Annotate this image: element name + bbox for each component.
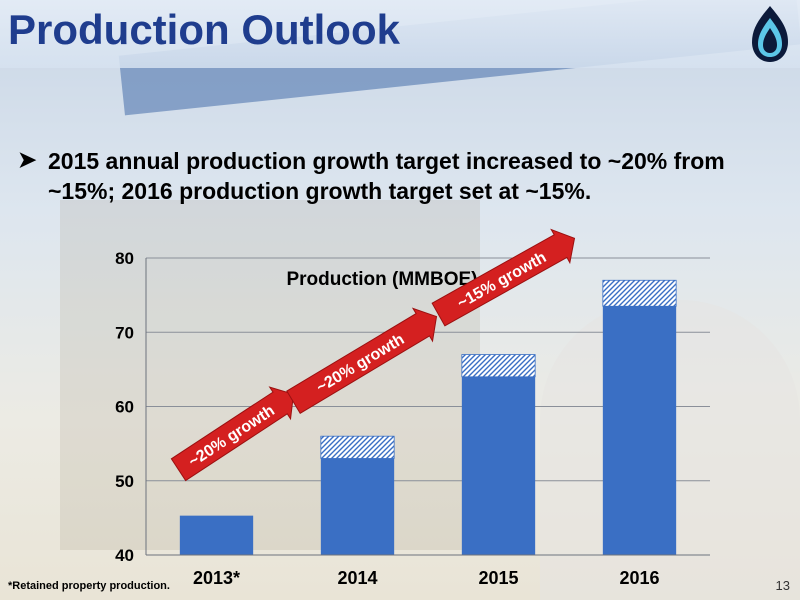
growth-label: ~20% growth <box>314 331 408 397</box>
y-tick-label: 60 <box>115 398 134 417</box>
footnote: *Retained property production. <box>8 580 170 592</box>
x-tick-label: 2016 <box>619 568 659 588</box>
y-tick-label: 40 <box>115 546 134 565</box>
gas-flame-icon <box>752 6 788 62</box>
growth-arrow-shape <box>286 307 438 415</box>
bar-base <box>320 458 395 555</box>
bar-base <box>179 515 254 555</box>
bar-hatched <box>461 354 536 378</box>
growth-arrow: ~20% growth <box>170 386 295 482</box>
y-tick-label: 70 <box>115 323 134 342</box>
x-tick-label: 2015 <box>478 568 518 588</box>
title-bar: Production Outlook <box>0 0 800 68</box>
y-tick-label: 50 <box>115 472 134 491</box>
page-number: 13 <box>775 578 790 593</box>
bar-hatched <box>602 279 677 307</box>
bar-hatched <box>320 435 395 459</box>
x-tick-label: 2014 <box>337 568 377 588</box>
bar-base <box>602 306 677 555</box>
bar-base <box>461 376 536 555</box>
growth-arrow: ~20% growth <box>286 307 438 415</box>
chart-title: Production (MMBOE) <box>286 269 477 290</box>
growth-label: ~20% growth <box>186 402 278 471</box>
growth-arrow-shape <box>170 386 295 482</box>
bullet-point: ➤ 2015 annual production growth target i… <box>18 146 788 206</box>
slide-title: Production Outlook <box>8 6 400 53</box>
growth-arrow-shape <box>431 228 576 327</box>
x-tick-label: 2013* <box>193 568 240 588</box>
bullet-text: 2015 annual production growth target inc… <box>48 148 725 204</box>
y-tick-label: 80 <box>115 249 134 268</box>
bullet-arrow-icon: ➤ <box>18 147 37 172</box>
